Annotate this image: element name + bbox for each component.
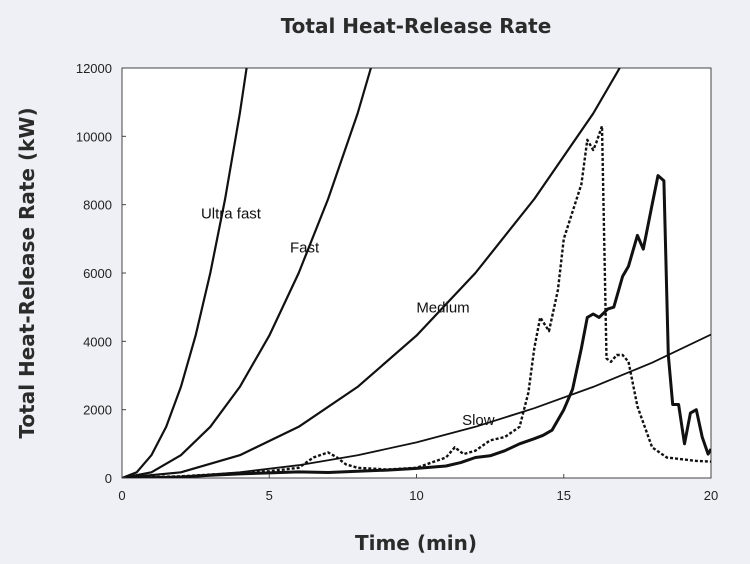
label-layer: Ultra fast Fast Medium Slow xyxy=(201,205,495,429)
series-line-measured-4 xyxy=(122,174,711,478)
x-tick-label: 10 xyxy=(409,488,423,503)
y-tick-label: 12000 xyxy=(76,61,112,76)
y-tick-label: 4000 xyxy=(83,334,112,349)
x-tick-label: 5 xyxy=(266,488,273,503)
series-layer xyxy=(122,68,711,478)
chart-title: Total Heat-Release Rate xyxy=(281,14,552,38)
curve-label-fast: Fast xyxy=(290,240,320,257)
x-tick-label: 15 xyxy=(557,488,571,503)
y-tick-label: 8000 xyxy=(83,198,112,213)
y-tick-label: 2000 xyxy=(83,403,112,418)
x-tick-label: 20 xyxy=(704,488,718,503)
y-tick-label: 10000 xyxy=(76,129,112,144)
x-axis-title: Time (min) xyxy=(355,531,477,555)
y-axis-title: Total Heat-Release Rate (kW) xyxy=(15,107,39,438)
plot-area xyxy=(121,67,712,479)
x-tick-label: 0 xyxy=(118,488,125,503)
series-line-ultra-fast xyxy=(122,68,248,478)
curve-label-medium: Medium xyxy=(416,299,469,316)
y-tick-label: 0 xyxy=(105,471,112,486)
series-line-measured-5 xyxy=(122,124,711,478)
y-tick-label: 6000 xyxy=(83,266,112,281)
curve-label-slow: Slow xyxy=(462,412,495,429)
series-line-medium xyxy=(122,68,621,478)
series-line-fast xyxy=(122,68,372,478)
tick-layer: 0 5 10 15 20 0 2000 4000 6000 8000 10000 12000 xyxy=(76,61,718,503)
curve-label-ultra-fast: Ultra fast xyxy=(201,205,262,222)
